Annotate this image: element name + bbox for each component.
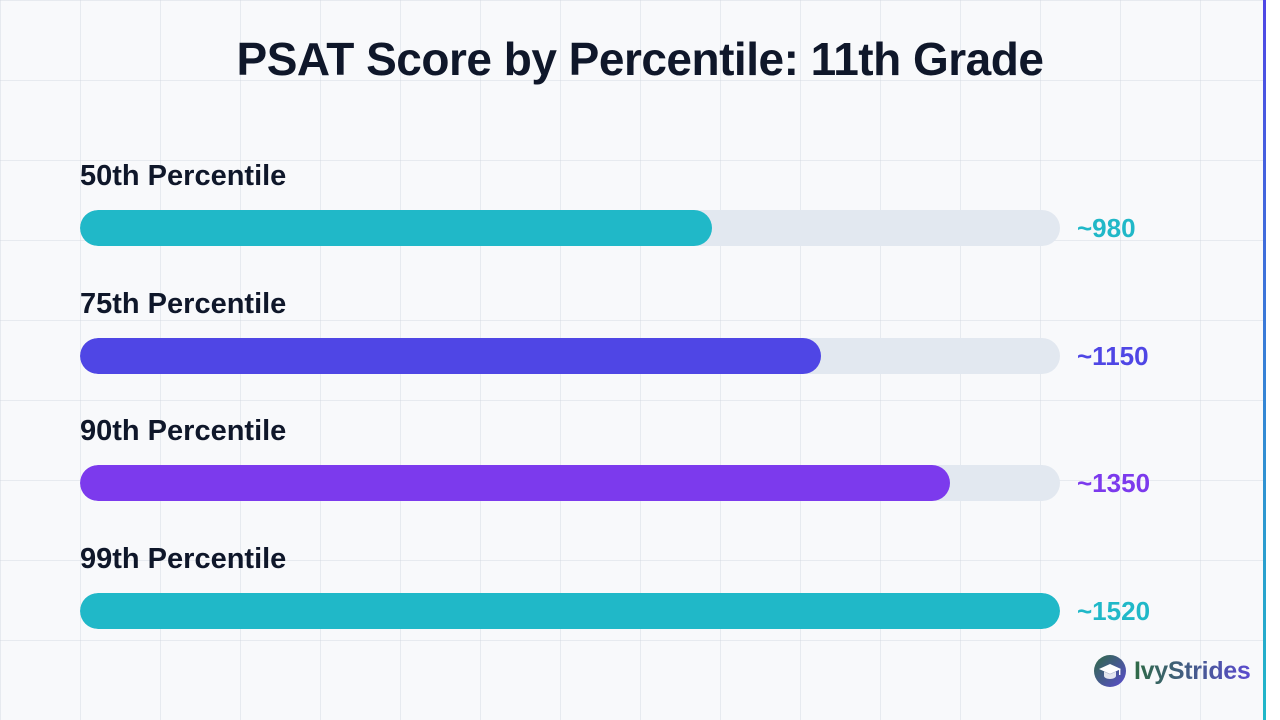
brand-logo-group: IvyStrides <box>1094 655 1251 687</box>
value-label: ~1150 <box>1077 341 1149 371</box>
category-label: 90th Percentile <box>80 415 287 447</box>
brand-name: IvyStrides <box>1134 656 1251 685</box>
bar-track <box>80 465 1060 501</box>
right-edge-panel <box>1266 0 1280 720</box>
bar <box>80 210 712 246</box>
bar <box>80 593 1060 629</box>
value-label: ~1520 <box>1077 596 1151 626</box>
chart-title: PSAT Score by Percentile: 11th Grade <box>236 33 1044 85</box>
category-label: 75th Percentile <box>80 288 287 320</box>
category-label: 99th Percentile <box>80 543 287 575</box>
value-label: ~980 <box>1077 213 1136 243</box>
bar <box>80 465 951 501</box>
bar-track <box>80 338 1060 374</box>
category-label: 50th Percentile <box>80 160 287 192</box>
bar-track <box>80 210 1060 246</box>
graduation-cap-icon <box>1094 655 1126 687</box>
value-label: ~1350 <box>1077 468 1151 498</box>
right-accent-stripe <box>1263 0 1266 720</box>
bar <box>80 338 822 374</box>
bar-track <box>80 593 1060 629</box>
